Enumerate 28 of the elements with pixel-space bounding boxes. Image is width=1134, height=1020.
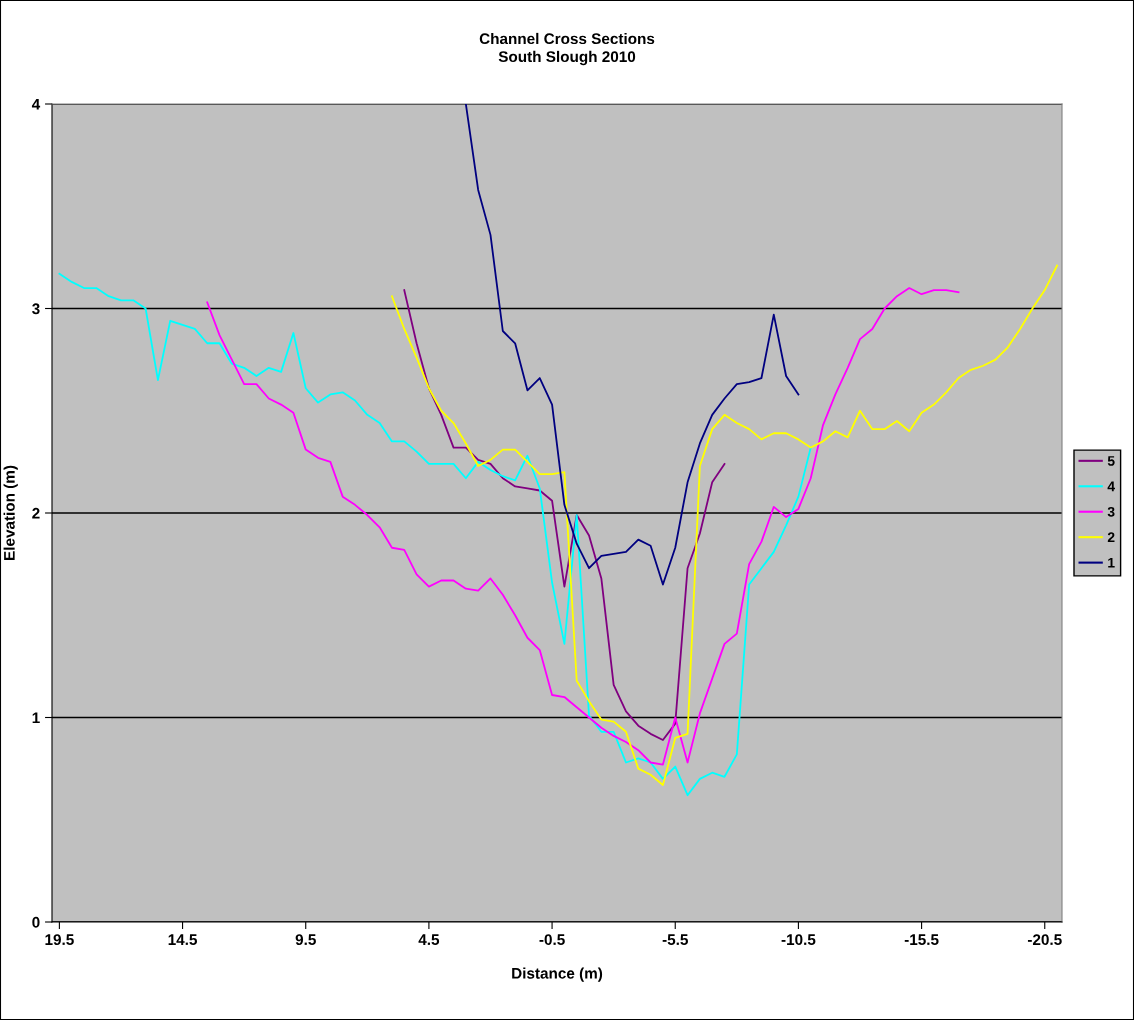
y-axis-title: Elevation (m) (3, 465, 18, 560)
legend-label: 3 (1107, 506, 1115, 517)
y-tick-label: 2 (32, 507, 40, 519)
line-series (58, 272, 812, 797)
line-series (464, 104, 800, 586)
chart-subtitle: South Slough 2010 (498, 50, 636, 66)
x-tick-label: 9.5 (295, 934, 316, 946)
x-tick-label: 14.5 (168, 934, 197, 946)
y-tick-label: 4 (31, 99, 41, 110)
legend-label: 5 (1107, 456, 1115, 466)
line-series (391, 264, 1058, 786)
x-axis-title: Distance (m) (512, 967, 603, 982)
y-tick-label: 0 (32, 916, 40, 928)
x-tick-label: -5.5 (662, 934, 688, 946)
x-tick-label: 19.5 (45, 934, 74, 946)
x-tick-label: 4.5 (418, 934, 440, 946)
line-series (206, 287, 960, 766)
legend-label: 1 (1108, 557, 1115, 568)
x-tick-label: -0.5 (539, 934, 565, 946)
y-tick-label: 3 (32, 303, 40, 315)
legend-label: 4 (1107, 481, 1115, 492)
x-tick-label: -15.5 (904, 934, 939, 946)
x-tick-label: -10.5 (781, 934, 816, 946)
line-series (403, 289, 726, 741)
legend-label: 2 (1107, 532, 1115, 543)
chart-title: Channel Cross Sections (479, 32, 655, 45)
x-tick-label: -20.5 (1027, 934, 1062, 946)
y-tick-label: 1 (32, 712, 40, 724)
